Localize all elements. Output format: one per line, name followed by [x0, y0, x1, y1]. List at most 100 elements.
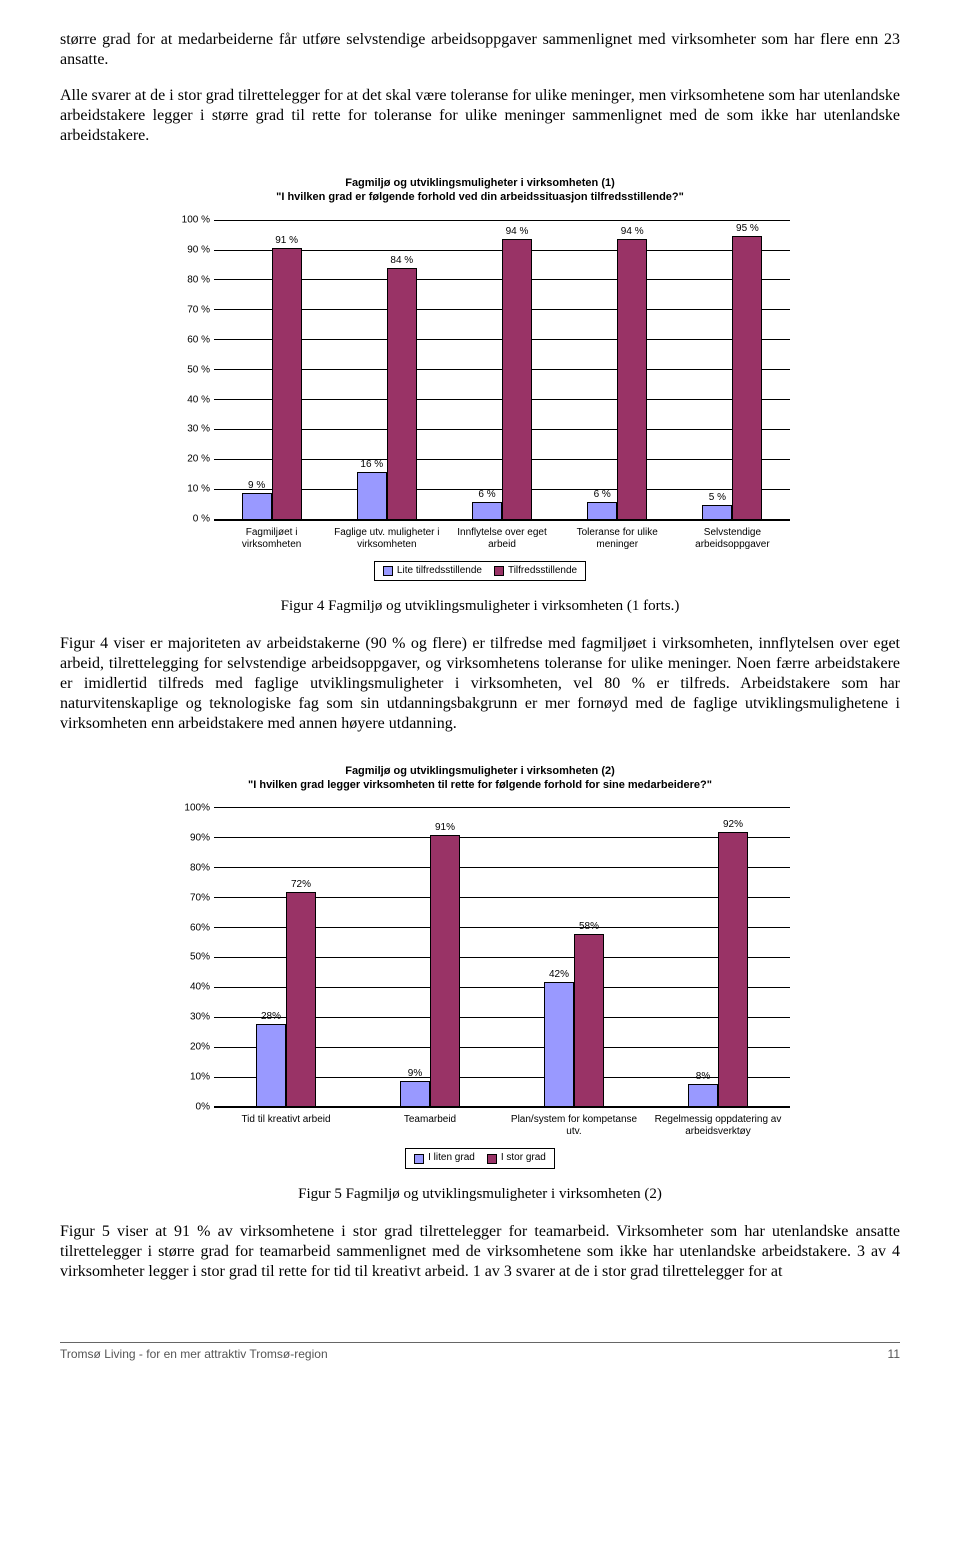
xlabel: Fagmiljøet i virksomheten	[214, 527, 329, 551]
bar-group: 16 %84 %	[329, 221, 444, 520]
bar: 94 %	[502, 239, 532, 520]
bar-value-label: 94 %	[506, 226, 529, 239]
footer-left: Tromsø Living - for en mer attraktiv Tro…	[60, 1347, 328, 1362]
bar: 72%	[286, 892, 316, 1107]
legend-item: I stor grad	[487, 1152, 546, 1165]
bar-value-label: 91%	[435, 822, 455, 835]
bar: 91 %	[272, 248, 302, 520]
ytick-label: 70%	[170, 892, 210, 905]
ytick-label: 30 %	[170, 424, 210, 437]
bar-value-label: 8%	[696, 1071, 710, 1084]
xlabel: Faglige utv. muligheter i virksomheten	[329, 527, 444, 551]
ytick-label: 30%	[170, 1012, 210, 1025]
bar-value-label: 6 %	[478, 489, 495, 502]
ytick-label: 50 %	[170, 364, 210, 377]
bar: 58%	[574, 934, 604, 1107]
bar: 9 %	[242, 493, 272, 520]
chart-1-legend: Lite tilfredsstillende Tilfredsstillende	[374, 561, 586, 582]
legend-label: Lite tilfredsstillende	[397, 565, 482, 578]
bar-value-label: 72%	[291, 879, 311, 892]
bars-row: 28%72%9%91%42%58%8%92%	[214, 808, 790, 1107]
footer-page-number: 11	[888, 1347, 900, 1362]
ytick-label: 80%	[170, 862, 210, 875]
ytick-label: 0 %	[170, 513, 210, 526]
paragraph-3: Figur 4 viser er majoriteten av arbeidst…	[60, 634, 900, 734]
bar: 16 %	[357, 472, 387, 520]
page-footer: Tromsø Living - for en mer attraktiv Tro…	[60, 1342, 900, 1362]
legend-swatch	[414, 1154, 424, 1164]
chart-2-legend: I liten grad I stor grad	[405, 1148, 555, 1169]
bar-value-label: 9 %	[248, 480, 265, 493]
ytick-label: 40%	[170, 982, 210, 995]
ytick-label: 70 %	[170, 304, 210, 317]
chart-2-title-line1: Fagmiljø og utviklingsmuligheter i virks…	[345, 765, 615, 777]
bar-value-label: 95 %	[736, 223, 759, 236]
chart-1-title: Fagmiljø og utviklingsmuligheter i virks…	[170, 176, 790, 205]
legend-item: Lite tilfredsstillende	[383, 565, 482, 578]
chart-2: Fagmiljø og utviklingsmuligheter i virks…	[150, 754, 810, 1179]
bar: 42%	[544, 982, 574, 1108]
bar: 6 %	[472, 502, 502, 520]
chart-1-plot: 0 %10 %20 %30 %40 %50 %60 %70 %80 %90 %1…	[214, 221, 790, 521]
xlabel: Plan/system for kompetanse utv.	[502, 1114, 646, 1138]
bar: 91%	[430, 835, 460, 1107]
chart-2-title-line2: "I hvilken grad legger virksomheten til …	[248, 779, 712, 791]
ytick-label: 10%	[170, 1071, 210, 1084]
ytick-label: 100%	[170, 802, 210, 815]
paragraph-4: Figur 5 viser at 91 % av virksomhetene i…	[60, 1222, 900, 1282]
chart-1-title-line1: Fagmiljø og utviklingsmuligheter i virks…	[345, 177, 615, 189]
chart-2-xlabels: Tid til kreativt arbeidTeamarbeidPlan/sy…	[214, 1114, 790, 1138]
bar: 92%	[718, 832, 748, 1107]
xlabel: Selvstendige arbeidsoppgaver	[675, 527, 790, 551]
bar-value-label: 9%	[408, 1068, 422, 1081]
bar-value-label: 5 %	[709, 492, 726, 505]
chart-1-xlabels: Fagmiljøet i virksomhetenFaglige utv. mu…	[214, 527, 790, 551]
bar: 8%	[688, 1084, 718, 1108]
bar: 94 %	[617, 239, 647, 520]
ytick-label: 60 %	[170, 334, 210, 347]
bar: 84 %	[387, 268, 417, 519]
chart-2-title: Fagmiljø og utviklingsmuligheter i virks…	[170, 764, 790, 793]
ytick-label: 90 %	[170, 244, 210, 257]
chart-1-title-line2: "I hvilken grad er følgende forhold ved …	[276, 191, 684, 203]
xlabel: Innflytelse over eget arbeid	[444, 527, 559, 551]
bar-group: 28%72%	[214, 808, 358, 1107]
bar-group: 42%58%	[502, 808, 646, 1107]
ytick-label: 0%	[170, 1101, 210, 1114]
bar-group: 6 % 94 %	[560, 221, 675, 520]
ytick-label: 90%	[170, 832, 210, 845]
ytick-label: 10 %	[170, 483, 210, 496]
paragraph-2: Alle svarer at de i stor grad tilrettele…	[60, 86, 900, 146]
bar-value-label: 42%	[549, 969, 569, 982]
xlabel: Regelmessig oppdatering av arbeidsverktø…	[646, 1114, 790, 1138]
legend-swatch	[487, 1154, 497, 1164]
bar: 9%	[400, 1081, 430, 1108]
paragraph-1: større grad for at medarbeiderne får utf…	[60, 30, 900, 70]
ytick-label: 80 %	[170, 274, 210, 287]
legend-label: I liten grad	[428, 1152, 475, 1165]
chart-2-plot: 0%10%20%30%40%50%60%70%80%90%100%28%72%9…	[214, 808, 790, 1108]
bar-value-label: 6 %	[594, 489, 611, 502]
bar-value-label: 28%	[261, 1011, 281, 1024]
xlabel: Toleranse for ulike meninger	[560, 527, 675, 551]
legend-swatch	[494, 566, 504, 576]
legend-swatch	[383, 566, 393, 576]
bar-value-label: 84 %	[390, 255, 413, 268]
bar: 95 %	[732, 236, 762, 520]
xlabel: Teamarbeid	[358, 1114, 502, 1138]
bar-group: 9 %91 %	[214, 221, 329, 520]
legend-label: I stor grad	[501, 1152, 546, 1165]
ytick-label: 50%	[170, 952, 210, 965]
ytick-label: 100 %	[170, 214, 210, 227]
bars-row: 9 %91 %16 %84 %6 %94 %6 %94 %5 %95 %	[214, 221, 790, 520]
legend-item: Tilfredsstillende	[494, 565, 577, 578]
ytick-label: 20 %	[170, 454, 210, 467]
bar-group: 6 %94 %	[444, 221, 559, 520]
bar-value-label: 94 %	[621, 226, 644, 239]
figure-5-caption: Figur 5 Fagmiljø og utviklingsmuligheter…	[60, 1185, 900, 1204]
bar: 28%	[256, 1024, 286, 1108]
bar-value-label: 91 %	[275, 235, 298, 248]
ytick-label: 20%	[170, 1041, 210, 1054]
chart-1: Fagmiljø og utviklingsmuligheter i virks…	[150, 166, 810, 591]
legend-item: I liten grad	[414, 1152, 475, 1165]
